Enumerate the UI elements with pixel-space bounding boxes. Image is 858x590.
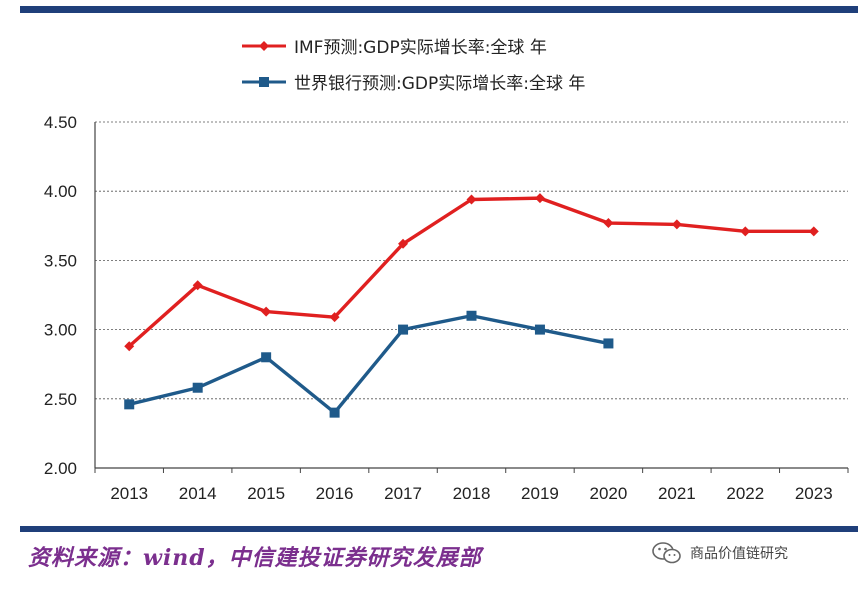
series-line-2 — [127, 314, 611, 415]
data-point-square — [261, 352, 272, 363]
wechat-account[interactable]: 商品价值链研究 — [652, 542, 788, 564]
x-tick-label: 2021 — [658, 484, 696, 503]
data-point-diamond — [329, 312, 340, 323]
data-point-diamond — [671, 219, 682, 230]
data-point-diamond — [261, 306, 272, 317]
data-point-diamond — [259, 41, 269, 51]
x-tick-label: 2022 — [726, 484, 764, 503]
wechat-account-name: 商品价值链研究 — [690, 546, 788, 562]
x-tick-label: 2016 — [316, 484, 354, 503]
x-tick-label: 2015 — [247, 484, 285, 503]
y-tick-label: 2.00 — [44, 459, 77, 478]
x-tick-label: 2017 — [384, 484, 422, 503]
data-point-diamond — [192, 280, 203, 291]
data-point-square — [192, 382, 203, 393]
y-tick-label: 4.00 — [44, 182, 77, 201]
x-tick-label: 2020 — [589, 484, 627, 503]
source-note: 资料来源：wind，中信建投证券研究发展部 — [28, 545, 482, 571]
bottom-divider — [20, 526, 858, 532]
data-point-diamond — [740, 226, 751, 237]
x-tick-label: 2014 — [179, 484, 217, 503]
data-point-diamond — [124, 341, 135, 352]
data-point-diamond — [398, 238, 409, 249]
y-tick-label: 4.50 — [44, 113, 77, 132]
data-point-square — [124, 399, 135, 410]
data-point-square — [259, 77, 269, 87]
data-point-square — [329, 407, 340, 418]
legend-label: 世界银行预测:GDP实际增长率:全球 年 — [294, 74, 585, 94]
line-chart: 2.00 2.50 3.00 3.50 4.00 4.50 2013 2014 2015 2016… — [44, 38, 849, 503]
data-point-square — [398, 324, 409, 335]
legend-label: IMF预测:GDP实际增长率:全球 年 — [294, 38, 547, 58]
data-point-diamond — [534, 193, 545, 204]
x-tick-label: 2019 — [521, 484, 559, 503]
wechat-icon — [652, 542, 681, 564]
data-point-square — [603, 338, 614, 349]
data-point-diamond — [808, 226, 819, 237]
series-line-1 — [127, 196, 816, 348]
y-tick-label: 2.50 — [44, 390, 77, 409]
y-tick-label: 3.50 — [44, 251, 77, 270]
top-divider — [20, 6, 858, 13]
data-point-square — [466, 310, 477, 321]
y-tick-label: 3.00 — [44, 321, 77, 340]
x-tick-label: 2018 — [453, 484, 491, 503]
data-point-square — [534, 324, 545, 335]
x-tick-label: 2013 — [110, 484, 148, 503]
data-point-diamond — [466, 194, 477, 205]
data-point-diamond — [603, 218, 614, 229]
x-tick-label: 2023 — [795, 484, 833, 503]
